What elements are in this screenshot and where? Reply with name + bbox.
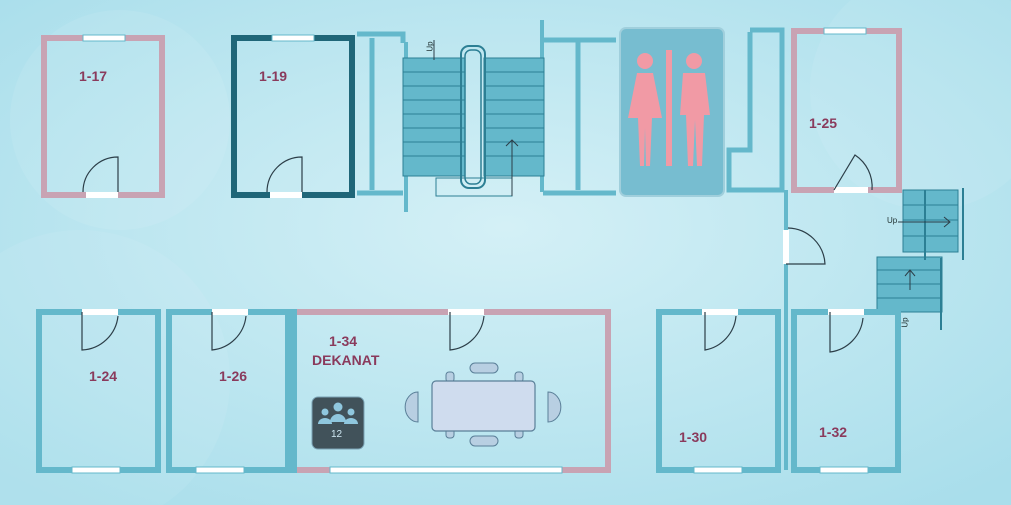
room-label-1-30: 1-30 xyxy=(679,429,708,445)
room-name-dekanat: DEKANAT xyxy=(312,352,380,368)
window-icon xyxy=(271,34,315,42)
room-label-1-26: 1-26 xyxy=(219,368,248,384)
door-swing-icon xyxy=(449,312,485,351)
room-1-17 xyxy=(41,34,165,198)
window-icon xyxy=(329,466,563,474)
right-staircase xyxy=(876,188,964,330)
window-icon xyxy=(693,466,743,474)
room-1-32 xyxy=(791,309,901,474)
room-label-1-17: 1-17 xyxy=(79,68,108,84)
window-icon xyxy=(195,466,245,474)
toilet-sign-icon xyxy=(619,27,725,197)
room-1-24 xyxy=(36,309,161,474)
door-opening xyxy=(212,309,248,315)
door-swing-icon xyxy=(266,156,303,193)
window-icon xyxy=(71,466,121,474)
room-1-30 xyxy=(656,309,781,474)
door-opening xyxy=(834,187,868,193)
meeting-group-icon xyxy=(311,396,365,450)
door-swing-icon xyxy=(829,312,864,353)
corridor-door xyxy=(783,227,826,265)
room-label-1-34: 1-34 xyxy=(329,333,358,349)
stair-arrow-icon xyxy=(433,40,519,196)
room-1-26 xyxy=(166,309,291,474)
room-label-1-25: 1-25 xyxy=(809,115,838,131)
central-staircase xyxy=(402,40,545,197)
door-swing-icon xyxy=(211,312,247,351)
window-icon xyxy=(819,466,869,474)
stair-arrow-icon xyxy=(898,216,951,290)
window-icon xyxy=(823,27,867,35)
door-swing-icon xyxy=(81,312,119,351)
door-swing-icon xyxy=(833,154,873,191)
door-opening xyxy=(270,192,302,198)
stair-up-label: Up xyxy=(887,216,898,225)
room-label-1-32: 1-32 xyxy=(819,424,848,440)
door-opening xyxy=(448,309,484,315)
stair-up-label: Up xyxy=(900,317,910,328)
window-icon xyxy=(82,34,126,42)
stair-up-label: Up xyxy=(425,41,435,52)
door-swing-icon xyxy=(786,227,826,265)
room-1-25 xyxy=(791,27,902,193)
room-label-1-24: 1-24 xyxy=(89,368,118,384)
room-label-1-19: 1-19 xyxy=(259,68,288,84)
door-swing-icon xyxy=(82,156,119,193)
door-opening xyxy=(702,309,738,315)
door-swing-icon xyxy=(704,312,737,351)
door-opening xyxy=(86,192,118,198)
meeting-table xyxy=(404,362,562,447)
door-opening xyxy=(82,309,118,315)
room-1-19 xyxy=(231,34,355,198)
meeting-count-label: 12 xyxy=(331,429,343,440)
door-opening xyxy=(828,309,864,315)
room-1-34 xyxy=(291,309,611,474)
